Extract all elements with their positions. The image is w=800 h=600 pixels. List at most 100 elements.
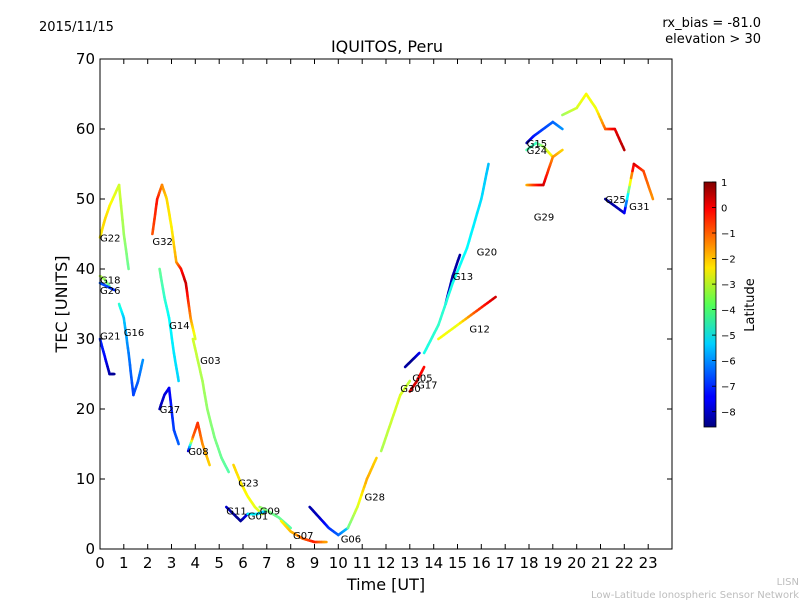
data-segment [287, 525, 293, 530]
satellite-label-g22: G22 [100, 234, 120, 245]
y-tick-label: 10 [76, 470, 95, 488]
y-axis-ticks: 0 10 20 30 40 50 60 70 [76, 50, 672, 558]
x-tick-label: 20 [567, 554, 586, 572]
series-g12 [437, 295, 497, 341]
series-g05 [403, 351, 421, 369]
data-segment [176, 440, 180, 446]
satellite-label-g31: G31 [629, 202, 649, 213]
plot-frame [99, 58, 673, 550]
series-g28 [346, 456, 378, 530]
series-g16 [117, 302, 145, 397]
y-tick-label: 0 [85, 540, 95, 558]
colorbar-tick-label: −2 [721, 255, 736, 266]
satellite-label-g28: G28 [365, 493, 385, 504]
series-g31 [603, 162, 655, 215]
series-g08 [186, 421, 211, 467]
series-g21 [98, 337, 116, 376]
satellite-label-g01: G01 [248, 511, 268, 522]
colorbar-label: Latitude [743, 278, 758, 332]
x-tick-label: 10 [329, 554, 348, 572]
series-g09 [258, 505, 293, 530]
x-axis-ticks: 0 1 2 3 4 5 6 7 8 9 10 11 12 13 14 15 16 17 18 19 20 21 22 23 [95, 59, 658, 572]
series-g29 [525, 148, 564, 187]
elevation-label: elevation > 30 [665, 32, 761, 47]
x-tick-label: 1 [119, 554, 129, 572]
satellite-label-g30: G30 [400, 384, 420, 395]
x-tick-label: 14 [424, 554, 443, 572]
data-segment [226, 468, 230, 474]
colorbar-tick-label: −8 [721, 408, 736, 419]
data-segment [373, 456, 378, 463]
data-segment [650, 193, 655, 201]
satellite-label-g16: G16 [124, 328, 144, 339]
series-g20 [422, 162, 490, 355]
series-g07 [279, 519, 328, 544]
satellite-label-g03: G03 [200, 356, 220, 367]
data-segment [126, 262, 130, 271]
data-segment [407, 379, 412, 385]
date-label: 2015/11/15 [39, 20, 114, 35]
satellite-label-g26: G26 [100, 286, 120, 297]
satellite-label-g13: G13 [453, 272, 473, 283]
series-g06 [308, 505, 350, 537]
x-tick-label: 22 [615, 554, 634, 572]
series-g26 [98, 281, 116, 292]
series-g30 [379, 379, 412, 453]
data-segment [559, 126, 564, 131]
footer-lisn: LISN [777, 577, 799, 588]
colorbar-ticks: 1 0 −1 −2 −3 −4 −5 −6 −7 −8 [712, 178, 736, 419]
colorbar [703, 181, 717, 428]
y-tick-label: 30 [76, 330, 95, 348]
bias-label: rx_bias = -81.0 [662, 16, 761, 31]
satellite-label-g24: G24 [527, 146, 547, 157]
data-segment [207, 460, 211, 467]
satellite-label-g18: G18 [100, 276, 120, 287]
x-tick-label: 15 [448, 554, 467, 572]
x-tick-label: 2 [143, 554, 153, 572]
data-segment [140, 358, 145, 365]
satellite-label-g05: G05 [412, 374, 432, 385]
colorbar-tick-label: −3 [721, 280, 736, 291]
series-g22 [98, 183, 130, 271]
data-segment [112, 288, 116, 292]
x-tick-label: 12 [376, 554, 395, 572]
y-tick-label: 60 [76, 120, 95, 138]
satellite-label-g27: G27 [160, 405, 180, 416]
satellite-label-g08: G08 [188, 447, 208, 458]
satellite-label-g07: G07 [293, 531, 313, 542]
data-segment [421, 365, 426, 371]
x-tick-label: 19 [543, 554, 562, 572]
x-tick-label: 5 [214, 554, 224, 572]
satellite-label-g12: G12 [469, 325, 489, 336]
x-tick-label: 3 [167, 554, 177, 572]
satellite-label-g25: G25 [605, 195, 625, 206]
series-g14 [158, 267, 180, 383]
series-g03 [191, 337, 230, 474]
x-tick-label: 13 [400, 554, 419, 572]
y-tick-label: 20 [76, 400, 95, 418]
x-tick-label: 21 [591, 554, 610, 572]
data-marks [98, 92, 655, 544]
colorbar-tick-label: −6 [721, 357, 736, 368]
colorbar-tick-label: −7 [721, 382, 736, 393]
data-segment [491, 295, 497, 301]
satellite-label-g20: G20 [477, 248, 497, 259]
data-segment [193, 334, 197, 341]
y-axis-label: TEC [UNITS] [52, 256, 71, 354]
colorbar-tick-label: 1 [721, 178, 727, 189]
satellite-label-g09: G09 [260, 507, 280, 518]
satellite-label-g06: G06 [341, 535, 361, 546]
satellite-label-g14: G14 [169, 321, 189, 332]
satellite-label-g17: G17 [417, 381, 437, 392]
x-tick-label: 16 [472, 554, 491, 572]
series-g17 [408, 365, 426, 393]
data-segment [559, 148, 564, 153]
x-tick-label: 9 [310, 554, 320, 572]
series-g11 [225, 505, 250, 523]
x-tick-label: 6 [238, 554, 248, 572]
data-segment [416, 351, 421, 356]
x-tick-label: 23 [639, 554, 658, 572]
x-axis-label: Time [UT] [346, 575, 425, 594]
